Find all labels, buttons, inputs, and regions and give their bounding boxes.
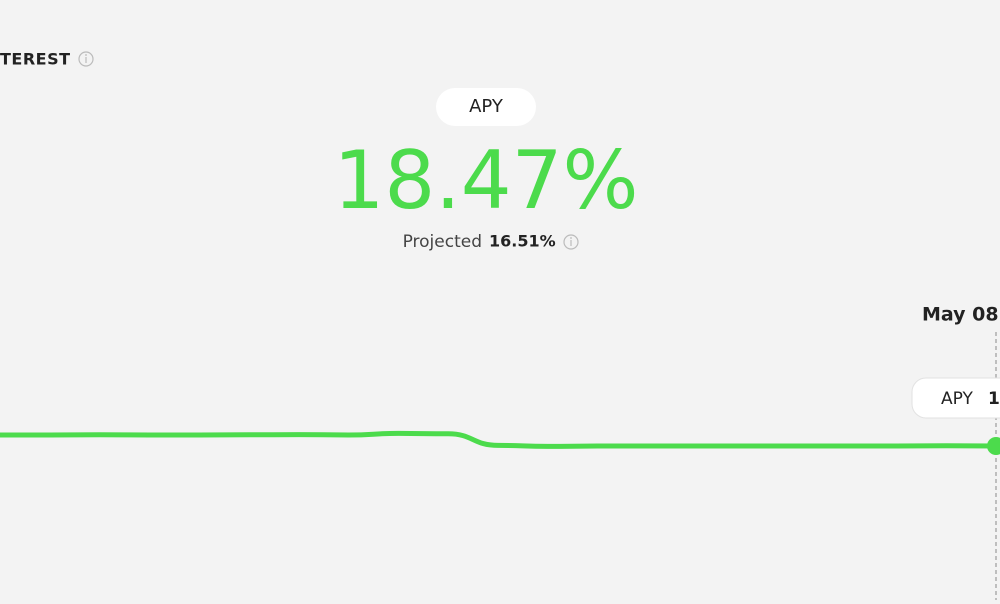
- apy-line: [0, 430, 999, 449]
- info-icon[interactable]: [563, 234, 579, 250]
- section-title: TEREST: [0, 50, 71, 69]
- current-point: [987, 437, 1000, 455]
- info-icon[interactable]: [78, 51, 94, 67]
- tooltip-label: APY: [941, 389, 974, 409]
- tooltip-value: 1: [988, 389, 1000, 409]
- projected-value: 16.51%: [489, 232, 556, 251]
- projected-label: Projected: [403, 232, 482, 252]
- pill-label: APY: [469, 96, 504, 117]
- apy-value: 18.47%: [333, 134, 638, 227]
- tooltip: [911, 377, 1000, 419]
- cursor-date: May 08: [922, 304, 999, 326]
- apy-pill[interactable]: [436, 88, 536, 126]
